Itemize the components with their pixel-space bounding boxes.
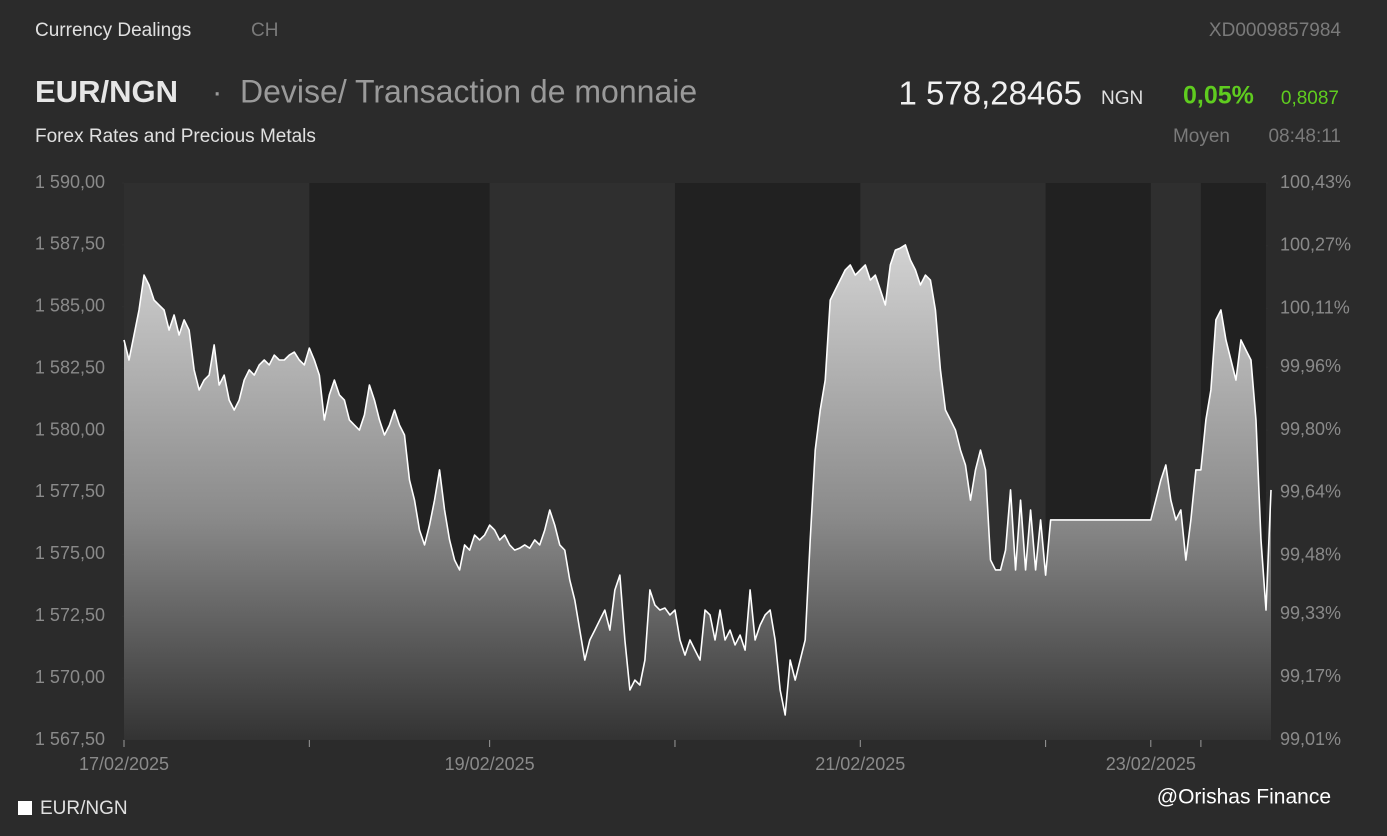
- y2-tick-label: 100,27%: [1280, 235, 1351, 255]
- y-tick-label: 1 572,50: [35, 605, 105, 625]
- y2-tick-label: 99,96%: [1280, 356, 1341, 376]
- currency: NGN: [1101, 88, 1143, 109]
- area: [124, 244, 1272, 740]
- y2-tick-label: 99,01%: [1280, 729, 1341, 749]
- y-tick-label: 1 580,00: [35, 419, 105, 439]
- market: CH: [251, 20, 278, 41]
- y-tick-label: 1 590,00: [35, 172, 105, 192]
- x-tick-label: 21/02/2025: [815, 754, 905, 774]
- y2-tick-label: 99,17%: [1280, 666, 1341, 686]
- x-tick-label: 23/02/2025: [1106, 754, 1196, 774]
- y-tick-label: 1 567,50: [35, 729, 105, 749]
- legend-swatch: [18, 801, 32, 815]
- price: 1 578,28465: [898, 75, 1082, 112]
- time: 08:48:11: [1268, 126, 1341, 147]
- y-tick-label: 1 577,50: [35, 481, 105, 501]
- category: Forex Rates and Precious Metals: [35, 126, 316, 147]
- y-tick-label: 1 582,50: [35, 357, 105, 377]
- y2-tick-label: 99,64%: [1280, 482, 1341, 502]
- line: [123, 244, 1272, 716]
- separator: ·: [212, 74, 222, 109]
- y-tick-label: 1 575,00: [35, 543, 105, 563]
- change-pct: 0,05%: [1183, 82, 1254, 110]
- section: Currency Dealings: [35, 20, 191, 41]
- watermark: @Orishas Finance: [1157, 786, 1331, 809]
- isin: XD0009857984: [1209, 20, 1341, 41]
- y-tick-label: 1 570,00: [35, 667, 105, 687]
- y2-tick-label: 100,43%: [1280, 172, 1351, 192]
- y2-tick-label: 99,48%: [1280, 544, 1341, 564]
- price-type: Moyen: [1173, 126, 1230, 147]
- legend-label: EUR/NGN: [40, 798, 128, 819]
- y-tick-label: 1 585,00: [35, 296, 105, 316]
- y2-tick-label: 99,80%: [1280, 419, 1341, 439]
- x-tick-label: 19/02/2025: [445, 754, 535, 774]
- x-tick-label: 17/02/2025: [79, 754, 169, 774]
- description: Devise/ Transaction de monnaie: [240, 73, 697, 109]
- plot: 1 567,50 1 570,00 1 572,50 1 575,00 1 577,50…: [35, 172, 1351, 774]
- y-tick-label: 1 587,50: [35, 234, 105, 254]
- symbol: EUR/NGN: [35, 74, 178, 109]
- y2-tick-label: 100,11%: [1280, 297, 1350, 317]
- change-abs: 0,8087: [1281, 88, 1339, 109]
- y2-tick-label: 99,33%: [1280, 603, 1341, 623]
